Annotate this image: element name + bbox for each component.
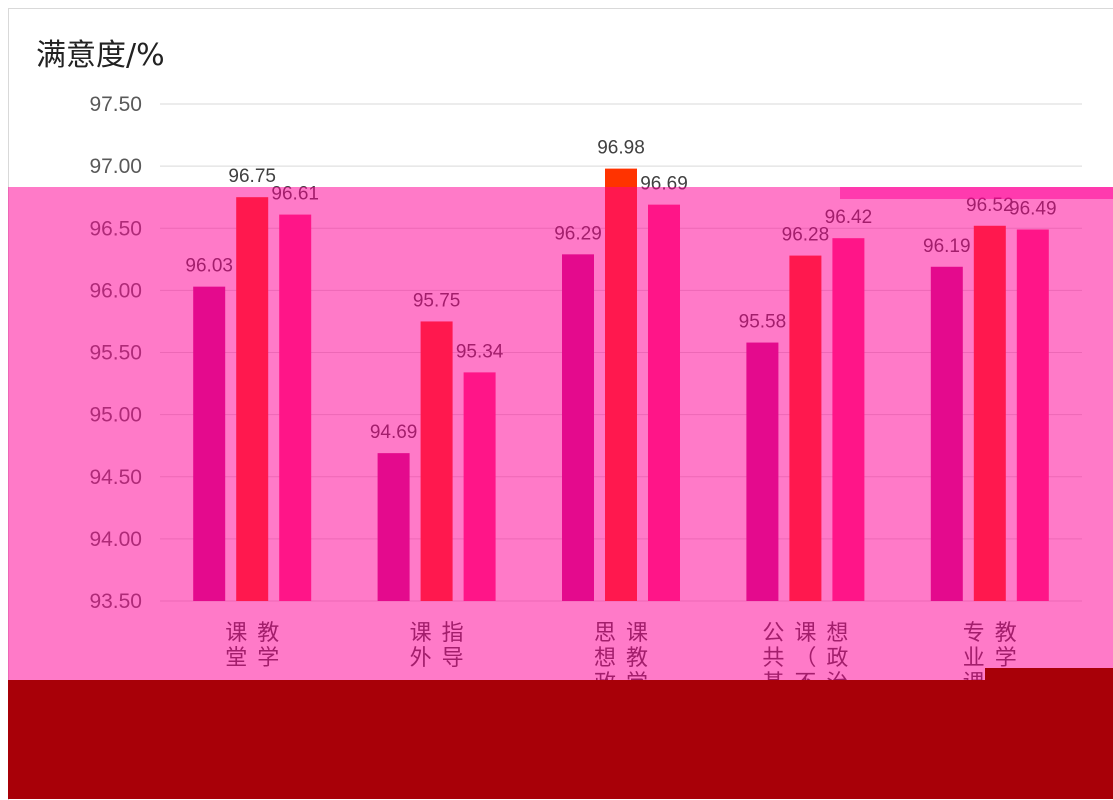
chart-title: 满意度/% [36,38,165,73]
pink-overlay-notch [840,187,1113,199]
dark-overlay-notch [985,668,1113,682]
y-tick-label: 97.00 [89,155,142,178]
y-tick-label: 97.50 [89,93,142,116]
pink-overlay-band [8,187,1113,680]
data-label: 96.98 [597,138,645,159]
dark-overlay-band [8,680,1113,799]
data-label: 96.75 [228,166,276,187]
